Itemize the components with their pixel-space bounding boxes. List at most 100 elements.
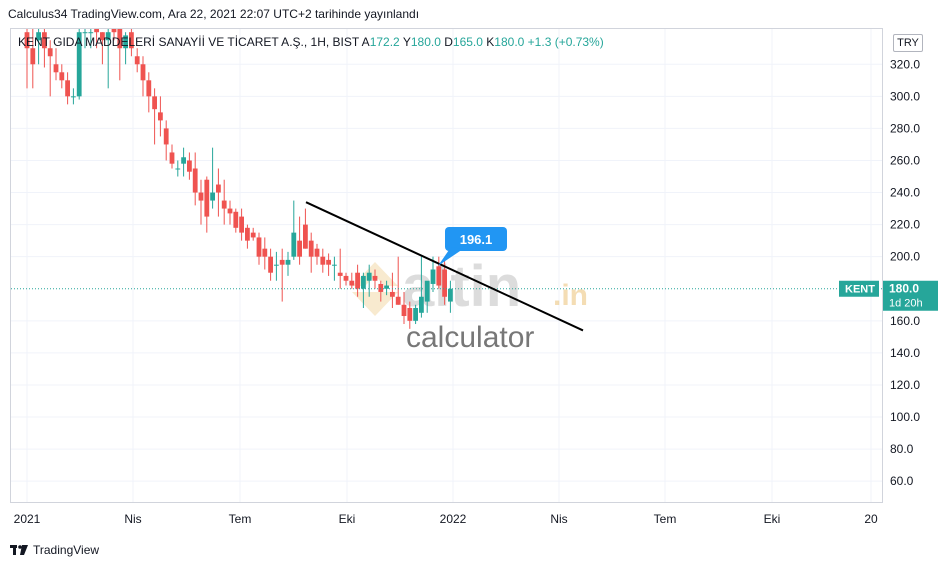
candle bbox=[274, 251, 279, 281]
candle bbox=[279, 248, 285, 302]
x-tick-label: 20 bbox=[864, 512, 878, 526]
candle bbox=[401, 291, 407, 325]
y-axis: 60.0 80.0 100.0 120.0 140.0 160.0 200.0 220.0 24… bbox=[890, 57, 920, 488]
candle-body bbox=[111, 29, 117, 33]
footer: TradingView bbox=[10, 543, 99, 557]
candle bbox=[146, 72, 152, 113]
candle-body bbox=[448, 288, 453, 302]
candle bbox=[36, 29, 41, 65]
candle bbox=[268, 248, 273, 281]
candle-body bbox=[24, 32, 30, 49]
candle bbox=[308, 232, 314, 273]
candle-body bbox=[320, 256, 326, 265]
candle-body bbox=[233, 211, 239, 228]
candle bbox=[384, 280, 389, 296]
candle bbox=[88, 29, 94, 49]
candle bbox=[390, 272, 395, 308]
candle-body bbox=[129, 32, 134, 49]
candle-body bbox=[239, 216, 244, 233]
candle-body bbox=[158, 112, 163, 121]
price-badges: KENT 180.0 1d 20h bbox=[839, 280, 938, 311]
candle-body bbox=[36, 32, 41, 41]
candle-body bbox=[123, 35, 128, 49]
y-tick-label: 280.0 bbox=[890, 121, 920, 135]
candle-body bbox=[436, 266, 442, 286]
x-tick-label: Eki bbox=[339, 512, 356, 526]
publish-info: Calculus34 TradingView.com, Ara 22, 2021… bbox=[8, 7, 420, 21]
candle bbox=[140, 56, 146, 97]
currency-button[interactable]: TRY bbox=[893, 34, 923, 52]
candle bbox=[332, 256, 337, 281]
candle bbox=[355, 264, 360, 297]
y-tick-label: 100.0 bbox=[890, 410, 920, 424]
candle-body bbox=[105, 32, 111, 41]
legend-low: 165.0 bbox=[452, 35, 483, 49]
candle-body bbox=[140, 64, 146, 81]
candle-body bbox=[245, 227, 250, 241]
candle bbox=[71, 88, 76, 105]
y-tick-label: 120.0 bbox=[890, 378, 920, 392]
x-tick-label: 2022 bbox=[440, 512, 467, 526]
candle bbox=[303, 208, 308, 249]
tradingview-logo-icon bbox=[10, 545, 28, 555]
candle-body bbox=[59, 72, 65, 81]
candle bbox=[436, 256, 442, 289]
candle bbox=[413, 304, 418, 325]
candle bbox=[163, 120, 169, 161]
watermark-subtitle: calculator bbox=[406, 321, 534, 354]
candle-body bbox=[430, 269, 436, 284]
candle-body bbox=[221, 200, 227, 209]
candle bbox=[117, 29, 123, 81]
candle bbox=[285, 251, 291, 276]
candle bbox=[419, 256, 424, 318]
x-tick-label: Eki bbox=[764, 512, 781, 526]
candle bbox=[314, 243, 320, 265]
countdown: 1d 20h bbox=[889, 298, 923, 310]
candle-body bbox=[279, 259, 285, 265]
candle-body bbox=[65, 80, 70, 97]
x-tick-label: Tem bbox=[229, 512, 252, 526]
candle bbox=[210, 147, 215, 209]
candle bbox=[129, 29, 134, 57]
legend-open: 172.2 bbox=[369, 35, 400, 49]
y-tick-label: 80.0 bbox=[890, 442, 914, 456]
grid bbox=[11, 29, 882, 502]
last-price-badge bbox=[883, 280, 938, 311]
candles bbox=[24, 29, 453, 329]
candle bbox=[372, 269, 378, 289]
candle-body bbox=[181, 157, 186, 164]
candle bbox=[227, 200, 233, 225]
candle bbox=[175, 160, 181, 177]
watermark: altin .in calculator bbox=[352, 254, 588, 354]
candle-body bbox=[42, 32, 47, 49]
candle-body bbox=[384, 285, 389, 289]
candle-body bbox=[134, 56, 140, 65]
callout-value: 196.1 bbox=[460, 232, 493, 247]
legend-close: 180.0 bbox=[494, 35, 525, 49]
candle bbox=[65, 72, 70, 105]
trendline[interactable] bbox=[305, 201, 584, 332]
candle-body bbox=[285, 259, 291, 265]
candle-body bbox=[210, 192, 215, 201]
y-tick-label: 140.0 bbox=[890, 346, 920, 360]
candle-body bbox=[94, 29, 99, 33]
candle bbox=[378, 280, 384, 302]
candle-body bbox=[424, 280, 430, 302]
candle bbox=[221, 179, 227, 225]
candle-body bbox=[401, 304, 407, 317]
legend-high: 180.0 bbox=[410, 35, 441, 49]
candle-body bbox=[256, 237, 262, 257]
candle bbox=[233, 208, 239, 233]
x-tick-label: Nis bbox=[124, 512, 141, 526]
candle-body bbox=[262, 248, 268, 257]
symbol-badge-label: KENT bbox=[845, 284, 875, 296]
price-callout[interactable]: 196.1 bbox=[438, 227, 507, 266]
candle-body bbox=[314, 248, 320, 257]
candle-body bbox=[71, 96, 76, 98]
candle-body bbox=[395, 296, 401, 305]
candle bbox=[76, 29, 82, 100]
candle-body bbox=[291, 232, 297, 257]
candle-body bbox=[198, 192, 204, 201]
candle bbox=[250, 227, 256, 241]
